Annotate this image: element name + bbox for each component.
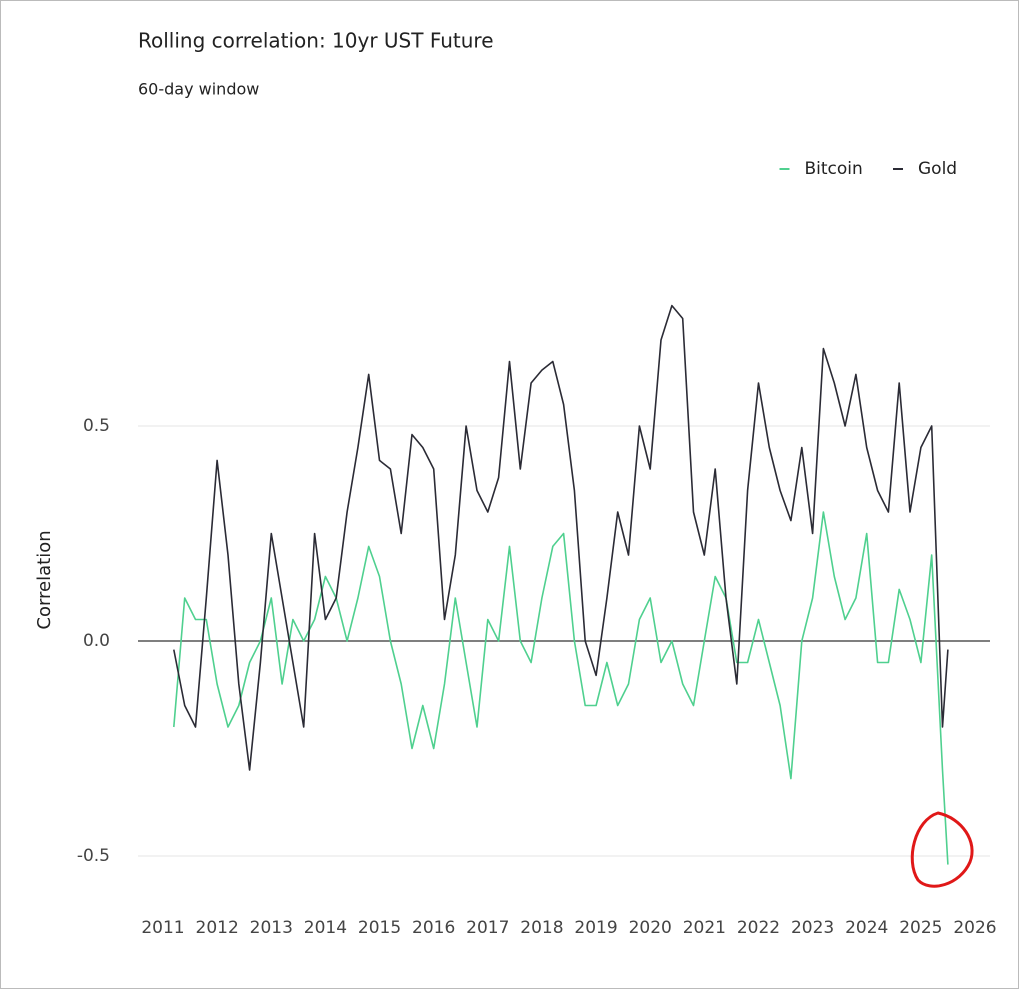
y-axis-label: Correlation	[34, 530, 55, 629]
x-tick-label: 2019	[574, 918, 617, 938]
x-tick-label: 2021	[683, 918, 726, 938]
legend: Bitcoin Gold	[779, 159, 957, 179]
x-tick-label: 2016	[412, 918, 455, 938]
x-tick-label: 2024	[845, 918, 888, 938]
x-tick-label: 2026	[953, 918, 996, 938]
chart-subtitle: 60-day window	[138, 80, 259, 99]
x-tick-label: 2023	[791, 918, 834, 938]
chart-title: Rolling correlation: 10yr UST Future	[138, 29, 494, 53]
series-line	[173, 304, 949, 771]
annotation-circle	[910, 811, 974, 888]
x-tick-label: 2014	[304, 918, 347, 938]
x-tick-label: 2018	[520, 918, 563, 938]
x-tick-label: 2012	[196, 918, 239, 938]
x-tick-label: 2022	[737, 918, 780, 938]
x-tick-label: 2013	[250, 918, 293, 938]
legend-label: Bitcoin	[805, 159, 863, 179]
x-tick-label: 2020	[629, 918, 672, 938]
y-tick-label: 0.5	[83, 416, 110, 436]
x-tick-label: 2011	[141, 918, 184, 938]
x-tick-label: 2017	[466, 918, 509, 938]
x-tick-label: 2015	[358, 918, 401, 938]
series-line	[173, 511, 949, 865]
y-tick-label: 0.0	[83, 631, 110, 651]
lines	[173, 304, 949, 865]
grid: -0.5 0.0 0.5 2011 2012 2013 2014 2015 2016 2017 20…	[77, 416, 997, 938]
x-tick-label: 2025	[899, 918, 942, 938]
legend-label: Gold	[918, 159, 957, 179]
y-tick-label: -0.5	[77, 846, 110, 866]
